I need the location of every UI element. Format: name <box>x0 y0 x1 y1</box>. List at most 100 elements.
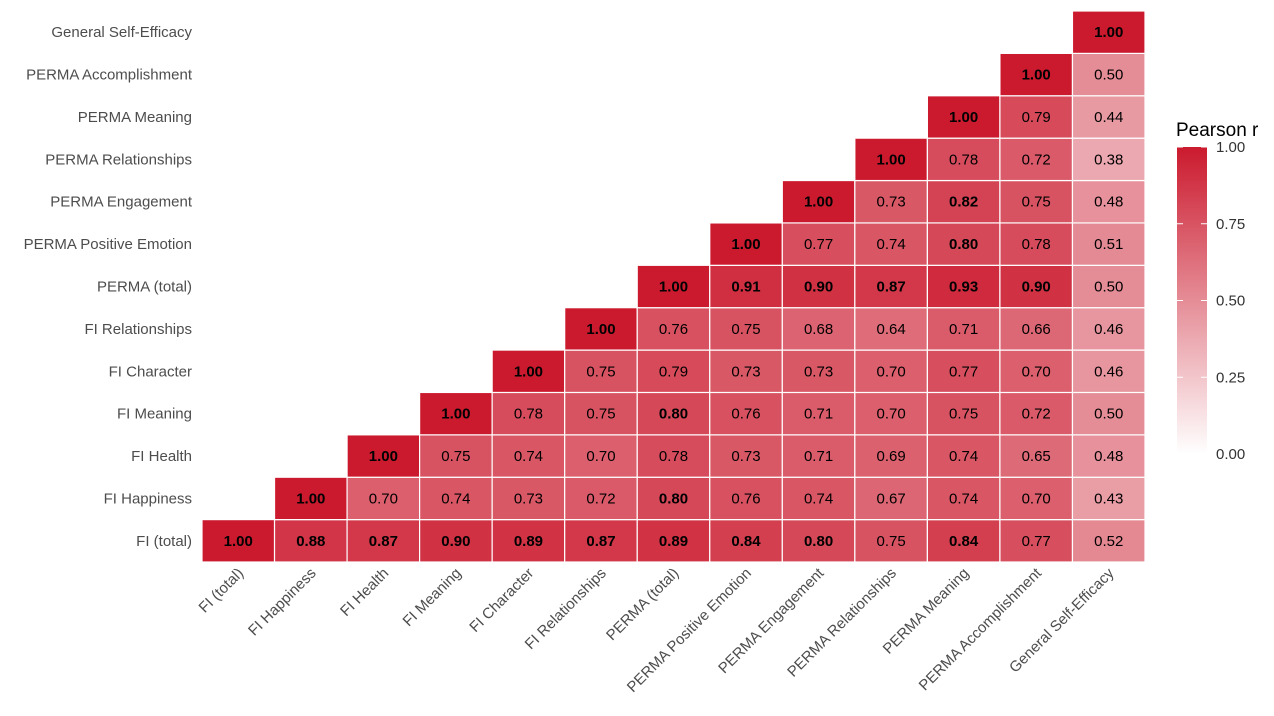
cell-value-label: 0.75 <box>731 321 760 338</box>
cell-value-label: 0.74 <box>441 490 470 507</box>
cell-value-label: 0.76 <box>731 490 760 507</box>
x-tick-label: FI Character <box>466 565 537 636</box>
y-axis-labels: FI (total) FI Happiness FI Health FI Meanin… <box>24 24 193 550</box>
cell-value-label: 0.71 <box>949 321 978 338</box>
cell-value-label: 0.70 <box>1022 490 1051 507</box>
heatmap-cell <box>999 434 1074 478</box>
y-tick-label: PERMA Meaning <box>78 109 192 126</box>
heatmap-cell <box>709 391 783 436</box>
cell-value-label: 1.00 <box>224 533 253 550</box>
legend-tick-label: 0.75 <box>1216 216 1245 233</box>
heatmap-cell <box>636 349 711 394</box>
cell-value-label: 0.74 <box>949 490 978 507</box>
cell-value-label: 0.84 <box>949 533 979 550</box>
cell-value-label: 0.79 <box>1022 109 1051 126</box>
cell-value-label: 0.75 <box>949 406 978 423</box>
cell-value-label: 0.52 <box>1094 533 1123 550</box>
heatmap-cell <box>1071 349 1146 394</box>
heatmap-cell <box>1071 476 1146 521</box>
cell-value-label: 0.64 <box>877 321 906 338</box>
cell-value-label: 0.50 <box>1094 406 1123 423</box>
cell-value-label: 0.74 <box>949 448 978 465</box>
cell-value-label: 0.89 <box>514 533 543 550</box>
heatmap-cell <box>564 434 638 478</box>
legend-ticks: 1.00 0.75 0.50 0.25 0.00 <box>1177 139 1245 463</box>
heatmap-cell <box>564 476 638 521</box>
legend: Pearson r 1.00 0.75 0.50 0.25 0.00 <box>1176 120 1259 463</box>
y-tick-label: PERMA Positive Emotion <box>24 236 192 253</box>
cell-value-label: 0.80 <box>659 406 688 423</box>
heatmap-cell <box>781 519 856 563</box>
cell-value-label: 0.80 <box>659 490 688 507</box>
x-tick-label: FI Happiness <box>245 565 320 640</box>
legend-tick-label: 0.00 <box>1216 446 1245 463</box>
y-tick-label: General Self-Efficacy <box>51 24 192 41</box>
x-tick-label: FI Health <box>337 565 392 620</box>
cell-value-label: 1.00 <box>441 406 470 423</box>
x-tick-label: PERMA (total) <box>603 565 682 644</box>
cell-value-label: 0.75 <box>1022 194 1051 211</box>
heatmap-cell <box>709 519 783 563</box>
cell-value-label: 0.75 <box>441 448 470 465</box>
heatmap-cell <box>1071 307 1146 351</box>
cell-value-label: 0.50 <box>1094 279 1123 296</box>
cell-value-label: 1.00 <box>731 236 760 253</box>
cell-value-label: 0.46 <box>1094 363 1123 380</box>
heatmap-cell <box>564 349 638 394</box>
x-tick-label: PERMA Accomplishment <box>916 564 1046 694</box>
cell-value-label: 0.71 <box>804 406 833 423</box>
cell-value-label: 0.87 <box>877 279 906 296</box>
cell-value-label: 0.65 <box>1022 448 1051 465</box>
x-tick-label: FI (total) <box>196 565 248 617</box>
cell-value-label: 0.67 <box>877 490 906 507</box>
heatmap-cell <box>999 222 1074 266</box>
heatmap-cell <box>926 222 1001 266</box>
cell-value-label: 0.73 <box>877 194 906 211</box>
cell-value-label: 0.73 <box>514 490 543 507</box>
cell-value-label: 0.72 <box>1022 151 1051 168</box>
y-tick-label: FI (total) <box>136 533 192 550</box>
heatmap-cell <box>636 264 711 309</box>
cell-value-label: 0.89 <box>659 533 688 550</box>
cell-value-label: 0.70 <box>586 448 615 465</box>
heatmap-cell <box>999 391 1074 436</box>
heatmap-cell <box>273 476 348 521</box>
heatmap-cell <box>999 349 1074 394</box>
heatmap-cell <box>926 95 1001 139</box>
cell-value-label: 0.48 <box>1094 448 1123 465</box>
heatmap-cell <box>926 476 1001 521</box>
heatmap-cell <box>999 519 1074 563</box>
heatmap-cell <box>491 434 566 478</box>
cell-value-label: 1.00 <box>949 109 978 126</box>
x-axis-labels: FI (total)FI Happiness FI Health FI Meanin… <box>196 564 1118 696</box>
heatmap-cell <box>419 434 493 478</box>
heatmap-cell <box>999 137 1074 182</box>
cell-value-label: 1.00 <box>514 363 543 380</box>
cell-value-label: 0.70 <box>877 406 906 423</box>
cell-value-label: 0.66 <box>1022 321 1051 338</box>
heatmap-cell <box>1071 519 1146 563</box>
heatmap-cell <box>564 307 638 351</box>
cell-value-label: 1.00 <box>877 151 906 168</box>
y-tick-label: PERMA Accomplishment <box>26 67 193 84</box>
heatmap-cell <box>999 52 1074 97</box>
cell-value-label: 1.00 <box>1094 24 1123 41</box>
cell-value-label: 0.72 <box>586 490 615 507</box>
cell-value-label: 0.77 <box>1022 533 1051 550</box>
y-tick-label: PERMA Engagement <box>50 194 193 211</box>
cell-value-label: 0.84 <box>731 533 761 550</box>
heatmap-cell <box>854 307 928 351</box>
cell-value-label: 0.70 <box>877 363 906 380</box>
heatmap-cell <box>636 519 711 563</box>
heatmap-cells: 1.00 0.88 0.87 0.90 0.89 0.87 0.89 0.84 0.80 0.75… <box>201 10 1146 563</box>
heatmap-cell <box>781 391 856 436</box>
cell-value-label: 0.74 <box>514 448 543 465</box>
cell-value-label: 0.38 <box>1094 151 1123 168</box>
cell-value-label: 0.75 <box>877 533 906 550</box>
cell-value-label: 0.91 <box>731 279 760 296</box>
cell-value-label: 0.87 <box>369 533 398 550</box>
cell-value-label: 0.51 <box>1094 236 1123 253</box>
heatmap-cell <box>1071 434 1146 478</box>
y-tick-label: FI Health <box>131 448 192 465</box>
